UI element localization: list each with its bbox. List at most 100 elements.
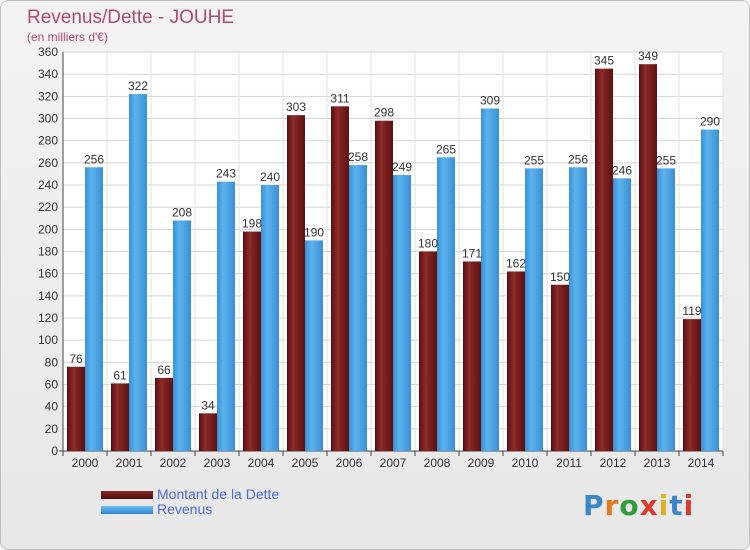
y-tick-label: 320 <box>38 89 58 103</box>
bar-debt <box>111 383 129 451</box>
bar-debt <box>287 115 305 452</box>
data-label-debt: 180 <box>418 237 438 251</box>
y-tick-label: 220 <box>38 200 58 214</box>
bar-debt <box>375 120 393 451</box>
proxiti-logo: Proxiti <box>583 489 694 522</box>
bar-debt <box>331 106 349 451</box>
logo-letter: i <box>683 489 695 522</box>
y-tick-label: 200 <box>38 222 58 236</box>
data-label-revenus: 290 <box>700 115 720 129</box>
y-tick-label: 120 <box>38 311 58 325</box>
logo-letter: P <box>583 489 605 522</box>
data-label-revenus: 249 <box>392 160 412 174</box>
bar-revenus <box>701 129 719 452</box>
data-label-revenus: 255 <box>656 153 676 167</box>
bar-revenus <box>437 157 455 451</box>
x-tick-label: 2007 <box>380 456 407 470</box>
data-label-revenus: 255 <box>524 153 544 167</box>
y-tick-label: 360 <box>38 45 58 59</box>
legend-swatch-revenus <box>101 506 153 514</box>
y-tick-label: 180 <box>38 245 58 259</box>
logo-letter: x <box>639 489 659 522</box>
bar-revenus <box>481 108 499 452</box>
x-tick-label: 2003 <box>204 456 231 470</box>
data-label-revenus: 256 <box>568 152 588 166</box>
data-label-debt: 66 <box>157 363 171 377</box>
data-label-revenus: 309 <box>480 94 500 108</box>
data-label-debt: 162 <box>506 256 526 270</box>
data-label-debt: 76 <box>69 352 83 366</box>
bar-revenus <box>261 185 279 451</box>
x-tick-label: 2001 <box>116 456 143 470</box>
bar-revenus <box>85 167 103 451</box>
y-tick-label: 280 <box>38 134 58 148</box>
data-label-debt: 34 <box>201 398 215 412</box>
bar-debt <box>419 251 437 451</box>
bar-revenus <box>129 94 147 451</box>
data-label-debt: 311 <box>330 91 349 105</box>
x-tick-label: 2006 <box>336 456 363 470</box>
data-label-revenus: 322 <box>128 79 148 93</box>
y-tick-label: 0 <box>51 444 58 458</box>
data-label-debt: 345 <box>594 54 614 68</box>
y-tick-label: 260 <box>38 156 58 170</box>
bar-debt <box>507 271 525 451</box>
x-tick-label: 2002 <box>160 456 187 470</box>
data-label-revenus: 256 <box>84 152 104 166</box>
bar-revenus <box>173 220 191 451</box>
legend-label-revenus: Revenus <box>157 501 213 517</box>
logo-letter: o <box>619 489 640 522</box>
logo-letter: r <box>604 489 620 522</box>
y-tick-label: 140 <box>38 289 58 303</box>
y-tick-label: 20 <box>45 422 59 436</box>
x-tick-label: 2009 <box>468 456 495 470</box>
x-tick-label: 2012 <box>600 456 627 470</box>
x-tick-label: 2011 <box>556 456 582 470</box>
logo-letter: t <box>669 489 684 522</box>
x-tick-label: 2008 <box>424 456 451 470</box>
y-tick-label: 160 <box>38 267 58 281</box>
data-label-debt: 61 <box>113 368 127 382</box>
chart-title: Revenus/Dette - JOUHE <box>27 7 234 28</box>
data-label-debt: 171 <box>462 246 482 260</box>
legend-label-debt: Montant de la Dette <box>157 486 280 502</box>
y-tick-label: 340 <box>38 67 58 81</box>
y-tick-label: 60 <box>45 378 59 392</box>
data-label-debt: 198 <box>242 217 262 231</box>
bar-debt <box>551 284 569 451</box>
data-label-revenus: 243 <box>216 167 236 181</box>
x-tick-label: 2005 <box>292 456 319 470</box>
y-tick-label: 80 <box>45 355 59 369</box>
x-tick-label: 2013 <box>644 456 671 470</box>
x-tick-label: 2000 <box>72 456 99 470</box>
legend-swatch-debt <box>101 491 153 499</box>
data-label-revenus: 246 <box>612 163 632 177</box>
bar-debt <box>595 68 613 451</box>
data-label-revenus: 265 <box>436 142 456 156</box>
data-label-revenus: 190 <box>304 225 324 239</box>
bar-debt <box>155 377 173 451</box>
x-tick-label: 2010 <box>512 456 539 470</box>
data-label-revenus: 258 <box>348 150 368 164</box>
data-label-debt: 349 <box>638 49 658 63</box>
x-tick-label: 2004 <box>248 456 275 470</box>
bar-debt <box>683 319 701 451</box>
chart-subtitle: (en milliers d'€) <box>27 30 108 44</box>
y-tick-label: 100 <box>38 333 58 347</box>
bar-revenus <box>217 181 235 452</box>
y-tick-label: 300 <box>38 112 58 126</box>
data-label-debt: 150 <box>550 270 570 284</box>
logo-letter: i <box>658 489 670 522</box>
bar-revenus <box>393 175 411 451</box>
bar-revenus <box>525 168 543 451</box>
y-tick-label: 40 <box>45 400 59 414</box>
data-label-revenus: 240 <box>260 170 280 184</box>
data-label-debt: 303 <box>286 100 306 114</box>
y-tick-label: 240 <box>38 178 58 192</box>
data-label-debt: 119 <box>682 304 701 318</box>
bar-debt <box>67 366 85 451</box>
data-label-revenus: 208 <box>172 205 192 219</box>
bar-revenus <box>349 165 367 452</box>
